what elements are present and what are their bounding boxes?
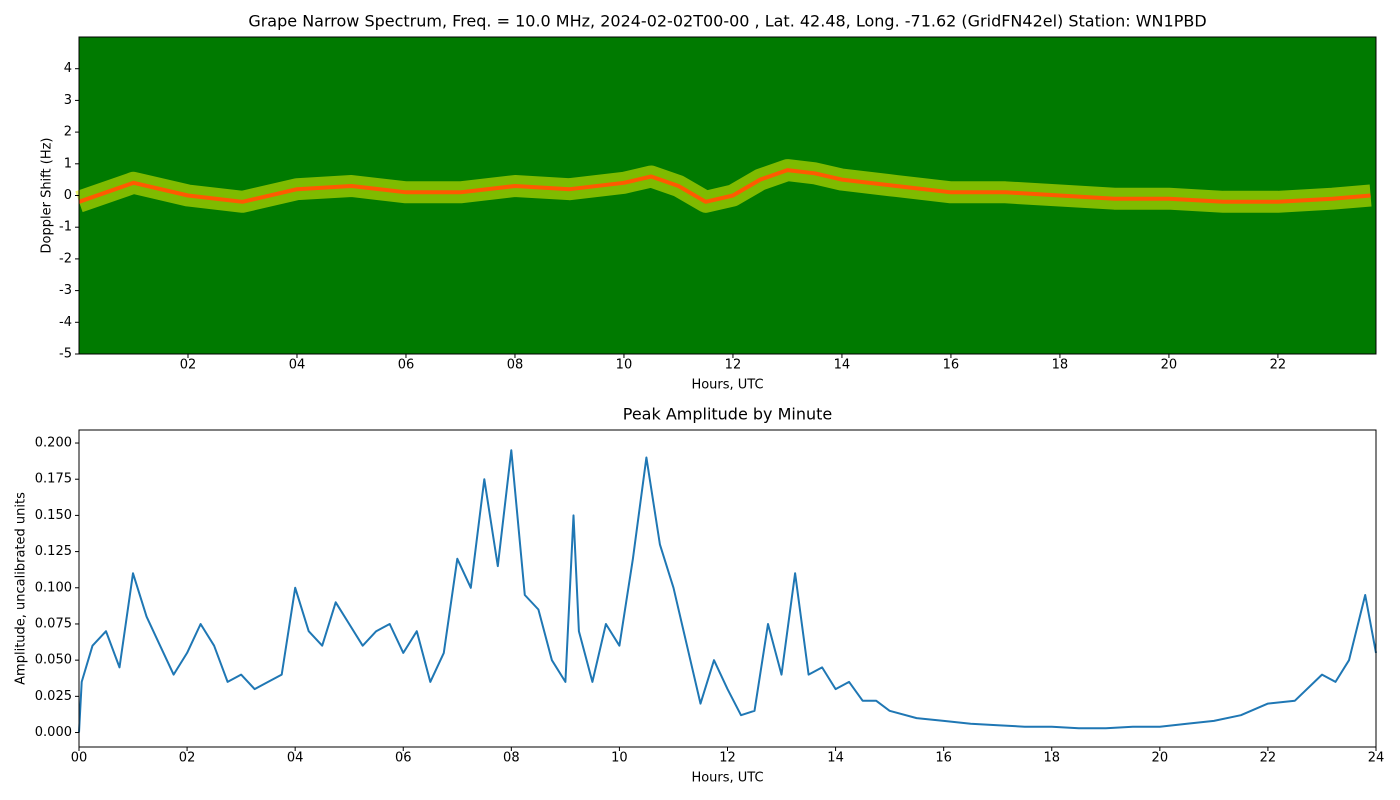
y-tick-label: -2 xyxy=(59,251,72,266)
y-tick-label: 0.100 xyxy=(35,580,72,595)
amplitude-line xyxy=(78,449,1377,733)
y-tick-label: -1 xyxy=(59,220,72,235)
chart-title: Peak Amplitude by Minute xyxy=(623,405,833,424)
x-tick-label: 18 xyxy=(1052,358,1069,373)
x-tick-label: 08 xyxy=(507,358,524,373)
y-tick-label: 0.200 xyxy=(35,436,72,451)
x-axis-label: Hours, UTC xyxy=(691,378,763,393)
x-tick-label: 18 xyxy=(1043,751,1060,766)
plot-frame xyxy=(78,429,1377,748)
x-tick-label: 20 xyxy=(1161,358,1178,373)
y-tick-label: 0.150 xyxy=(35,508,72,523)
y-tick-label: -5 xyxy=(59,347,72,362)
x-tick-label: 14 xyxy=(827,751,844,766)
x-tick-label: 22 xyxy=(1270,358,1287,373)
x-tick-label: 08 xyxy=(503,751,520,766)
y-axis-label: Amplitude, uncalibrated units xyxy=(14,492,29,685)
y-tick-label: 0.075 xyxy=(35,616,72,631)
x-tick-label: 12 xyxy=(725,358,742,373)
x-tick-label: 00 xyxy=(71,751,88,766)
y-tick-label: 0.125 xyxy=(35,544,72,559)
y-tick-label: 3 xyxy=(64,93,72,108)
y-tick-label: 0.175 xyxy=(35,472,72,487)
x-tick-label: 14 xyxy=(834,358,851,373)
y-tick-label: 0.025 xyxy=(35,689,72,704)
y-axis-label: Doppler Shift (Hz) xyxy=(40,138,55,254)
x-tick-label: 10 xyxy=(611,751,628,766)
x-tick-label: 22 xyxy=(1260,751,1277,766)
y-tick-label: 0 xyxy=(64,188,72,203)
y-tick-label: 4 xyxy=(64,61,72,76)
x-tick-label: 16 xyxy=(943,358,960,373)
y-tick-label: 1 xyxy=(64,156,72,171)
chart-title: Grape Narrow Spectrum, Freq. = 10.0 MHz,… xyxy=(248,12,1206,31)
x-tick-label: 16 xyxy=(935,751,952,766)
x-tick-label: 10 xyxy=(616,358,633,373)
x-tick-label: 02 xyxy=(179,751,196,766)
y-tick-label: -4 xyxy=(59,315,72,330)
y-tick-label: 2 xyxy=(64,125,72,140)
y-tick-label: 0.050 xyxy=(35,653,72,668)
x-tick-label: 06 xyxy=(398,358,415,373)
x-axis-label: Hours, UTC xyxy=(691,771,763,786)
x-tick-label: 04 xyxy=(287,751,304,766)
x-tick-label: 12 xyxy=(719,751,736,766)
x-tick-label: 02 xyxy=(180,358,197,373)
x-tick-label: 20 xyxy=(1152,751,1169,766)
x-tick-label: 24 xyxy=(1368,751,1385,766)
doppler-trace xyxy=(78,168,1371,204)
y-tick-label: 0.000 xyxy=(35,725,72,740)
x-tick-label: 06 xyxy=(395,751,412,766)
x-tick-label: 04 xyxy=(289,358,306,373)
y-tick-label: -3 xyxy=(59,283,72,298)
